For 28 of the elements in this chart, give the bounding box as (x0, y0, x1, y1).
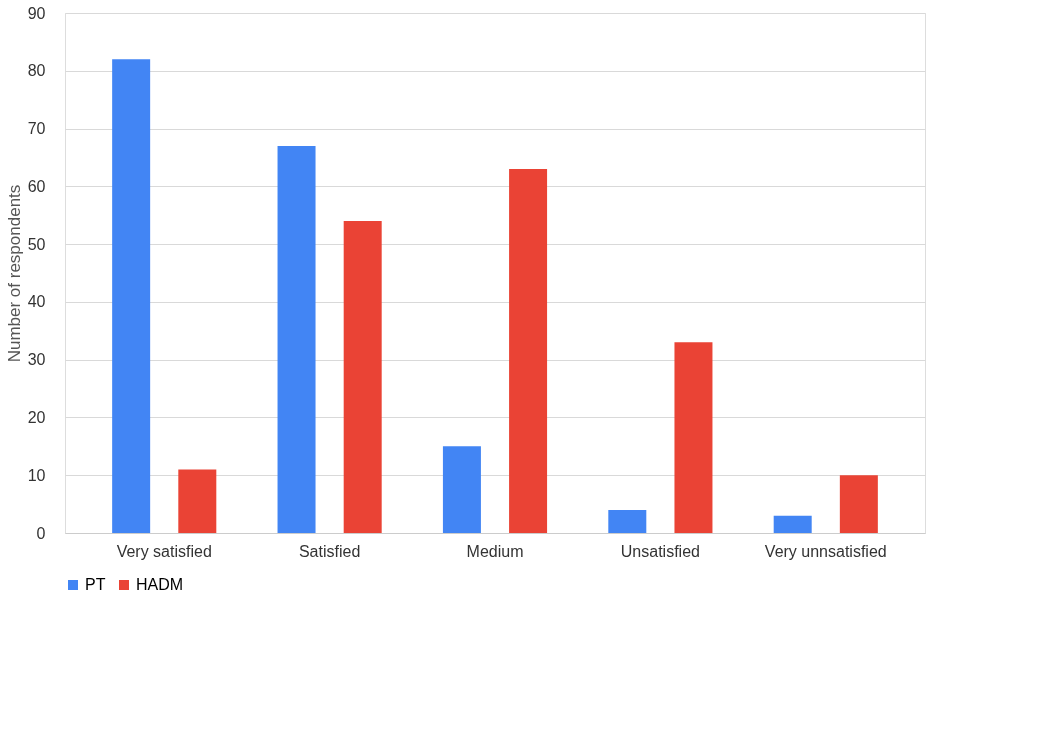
bar (112, 59, 151, 533)
bar (343, 221, 382, 533)
y-tick-label: 0 (36, 524, 46, 542)
bar (442, 446, 481, 533)
y-tick-label: 50 (27, 235, 46, 253)
y-tick-label: 90 (27, 4, 46, 22)
bar (773, 515, 812, 533)
bar (608, 509, 647, 533)
x-tick-label: Very satisfied (116, 542, 212, 560)
y-tick-label: 70 (27, 120, 46, 138)
y-tick-label: 10 (27, 466, 46, 484)
x-tick-label: Unsatisfied (620, 542, 700, 560)
bar (839, 475, 878, 533)
x-tick-label: Satisfied (298, 542, 361, 560)
bar (178, 469, 217, 533)
y-tick-label: 80 (27, 62, 46, 80)
y-tick-label: 20 (27, 408, 46, 426)
y-tick-label: 40 (27, 293, 46, 311)
y-tick-label: 30 (27, 351, 46, 369)
bar (277, 145, 316, 533)
y-axis-title: Number of respondents (4, 184, 24, 363)
x-tick-label: Medium (466, 542, 524, 560)
x-tick-label: Very unnsatisfied (764, 542, 887, 560)
bar (509, 169, 548, 533)
legend-label: HADM (136, 576, 184, 593)
y-tick-label: 60 (27, 177, 46, 195)
bar (674, 342, 713, 533)
legend-label: PT (85, 576, 106, 593)
